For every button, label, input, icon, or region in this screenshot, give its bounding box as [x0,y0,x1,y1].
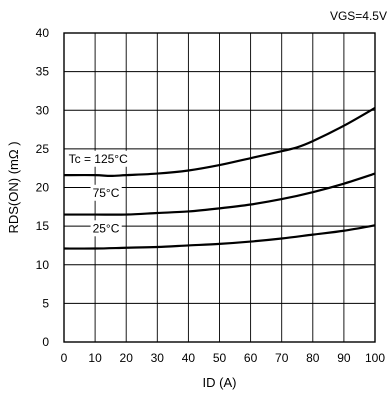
series-lines [63,106,376,250]
series-line-1 [64,172,376,216]
y-tick-label: 25 [36,142,50,156]
plot-frame [63,32,376,343]
condition-label: VGS=4.5V [330,9,387,23]
y-tick-label: 5 [42,296,49,310]
y-tick-label: 35 [36,65,50,79]
x-tick-label: 40 [182,351,196,365]
y-tick-label: 0 [42,335,49,349]
y-tick-label: 30 [36,103,50,117]
y-axis-label: RDS(ON) (mΩ ) [6,141,21,233]
y-tick-label: 40 [36,26,50,40]
annotation-label: 25°C [93,221,120,235]
x-tick-label: 60 [244,351,258,365]
annotation-background [90,184,122,201]
series-line-2 [63,224,376,250]
annotation-1: 75°C [90,184,122,201]
x-tick-label: 30 [151,351,165,365]
x-tick-label: 90 [337,351,351,365]
annotation-label: 75°C [93,186,120,200]
x-tick-label: 70 [275,351,289,365]
x-axis-label: ID (A) [203,375,237,390]
x-tick-label: 10 [88,351,102,365]
x-tick-label: 20 [120,351,134,365]
annotation-label: Tc = 125°C [69,152,128,166]
x-tick-label: 80 [306,351,320,365]
y-tick-label: 20 [36,181,50,195]
annotation-2: 25°C [90,220,122,237]
annotations: Tc = 125°C 75°C 25°C [66,150,131,237]
x-tick-label: 0 [61,351,68,365]
x-tick-label: 50 [213,351,227,365]
x-tick-label: 100 [365,351,385,365]
y-tick-label: 15 [36,219,50,233]
annotation-0: Tc = 125°C [66,150,131,167]
tick-labels: 0 10 20 30 40 50 60 70 80 90 100 0 5 10 15 20 25 30 35 40 [36,26,386,365]
annotation-background [90,220,122,237]
y-tick-label: 10 [36,258,50,272]
series-line-0 [63,106,376,178]
annotation-background [66,150,131,167]
